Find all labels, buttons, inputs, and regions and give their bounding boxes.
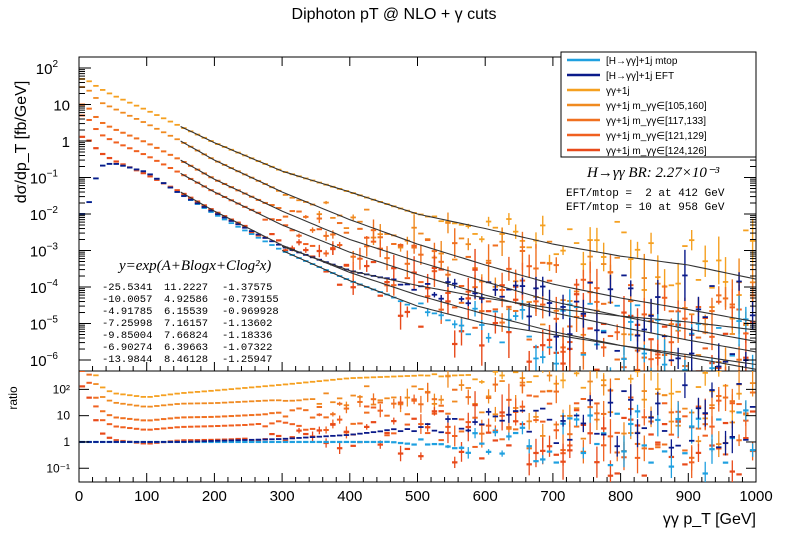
x-tick-label: 400 xyxy=(337,488,362,505)
fit-param-cell: -9.85004 xyxy=(102,330,152,342)
ratio-plot-area xyxy=(79,371,756,482)
x-tick-label: 300 xyxy=(270,488,295,505)
fit-param-cell: 6.15539 xyxy=(164,306,208,318)
fit-curve xyxy=(180,172,756,353)
fit-param-cell: -6.90274 xyxy=(102,342,152,354)
fit-param-cell: -13.9844 xyxy=(102,354,152,366)
y-tick-label: 10−4 xyxy=(30,278,59,297)
ratio-series-5 xyxy=(79,371,756,479)
fit-param-cell: -7.25998 xyxy=(102,318,152,330)
fit-param-cell: 8.46128 xyxy=(164,354,208,366)
chart-title: Diphoton pT @ NLO + γ cuts xyxy=(292,6,497,23)
fit-formula: y=exp(A+Blogx+Clog²x) xyxy=(117,258,271,274)
fit-param-cell: 7.66824 xyxy=(164,330,208,342)
fit-param-cell: 4.92586 xyxy=(164,294,208,306)
fit-curve xyxy=(281,245,756,331)
y-tick-label: 10−5 xyxy=(30,315,59,334)
fit-param-cell: -1.37575 xyxy=(222,282,272,294)
ratio-tick-label: 10 xyxy=(57,409,71,423)
fit-param-cell: -1.18336 xyxy=(222,330,272,342)
y-tick-label: 1 xyxy=(62,134,70,151)
y-tick-label: 10 xyxy=(53,97,70,114)
legend: [H→γγ]+1j mtop [H→γγ]+1j EFT γγ+1j γγ+1j m_… xyxy=(560,51,757,158)
fit-param-cell: -1.25947 xyxy=(222,354,272,366)
y-axis-title: dσ/dp_T [fb/GeV] xyxy=(13,81,30,204)
x-tick-label: 700 xyxy=(540,488,565,505)
ratio-series-1 xyxy=(79,372,756,457)
fit-param-cell: 7.16157 xyxy=(164,318,208,330)
legend-label: γγ+1j m_γγ∈[124,126] xyxy=(606,146,707,157)
fit-param-cell: -4.91785 xyxy=(102,306,152,318)
y-tick-label: 102 xyxy=(36,59,59,78)
fit-parameter-table: -25.5341 11.2227 -1.37575 -10.0057 4.92586 -0… xyxy=(102,282,279,366)
ratio-series-4 xyxy=(86,373,756,471)
fit-param-cell: 11.2227 xyxy=(164,282,208,294)
legend-label: γγ+1j xyxy=(606,86,630,97)
fit-curve xyxy=(281,249,756,366)
x-tick-label: 1000 xyxy=(739,488,772,505)
fit-param-cell: -25.5341 xyxy=(102,282,152,294)
ratio-tick-label: 1 xyxy=(63,435,70,449)
ratio-panel: 10² 10 1 10⁻¹ xyxy=(46,370,757,483)
y-tick-label: 10−3 xyxy=(30,242,59,261)
main-panel: 102 10 110−1 10−2 10−3 10−4 10−5 10−6 xyxy=(30,56,757,372)
ratio-plot-frame xyxy=(78,370,757,483)
x-tick-label: 600 xyxy=(473,488,498,505)
ratio-series-0 xyxy=(79,400,756,482)
y-tick-label: 10−1 xyxy=(30,168,59,187)
x-tick-label: 800 xyxy=(608,488,633,505)
fit-curve xyxy=(180,140,756,323)
legend-label: [H→γγ]+1j EFT xyxy=(606,71,674,82)
x-tick-label: 200 xyxy=(202,488,227,505)
fit-param-cell: -1.07322 xyxy=(222,342,272,354)
ratio-tick-label: 10² xyxy=(53,382,70,396)
fit-curve xyxy=(180,159,756,342)
x-tick-label: 500 xyxy=(405,488,430,505)
fit-param-cell: -0.969928 xyxy=(222,306,279,318)
x-tick-label: 100 xyxy=(134,488,159,505)
y-axis: 102 10 110−1 10−2 10−3 10−4 10−5 10−6 xyxy=(30,59,756,370)
legend-label: [H→γγ]+1j mtop xyxy=(606,56,678,67)
fit-param-cell: -1.13602 xyxy=(222,318,272,330)
x-axis: 0 100 200 300 400 500 600 700 800 900 1000 xyxy=(75,57,773,505)
ratio-tick-label: 10⁻¹ xyxy=(46,461,70,475)
fit-param-cell: -0.739155 xyxy=(222,294,279,306)
fit-param-cell: -10.0057 xyxy=(102,294,152,306)
y-tick-label: 10−6 xyxy=(30,351,59,370)
x-tick-label: 900 xyxy=(676,488,701,505)
x-tick-label: 0 xyxy=(75,488,83,505)
ratio-series-2 xyxy=(93,371,742,429)
main-plot-area xyxy=(79,78,756,371)
eft-note-1: EFT/mtop = 2 at 412 GeV xyxy=(566,188,725,200)
legend-label: γγ+1j m_γγ∈[121,129] xyxy=(606,131,707,142)
br-label: H→γγ BR: 2.27×10⁻³ xyxy=(586,165,720,181)
legend-label: γγ+1j m_γγ∈[117,133] xyxy=(606,116,706,127)
ratio-axis-title: ratio xyxy=(6,386,20,410)
y-tick-label: 10−2 xyxy=(30,205,59,224)
x-axis-title: γγ p_T [GeV] xyxy=(663,511,756,528)
fit-curve xyxy=(180,191,756,370)
ratio-y-axis: 10² 10 1 10⁻¹ xyxy=(46,382,756,475)
eft-note-2: EFT/mtop = 10 at 958 GeV xyxy=(566,202,725,214)
fit-curve xyxy=(180,126,756,280)
fit-param-cell: 6.39663 xyxy=(164,342,208,354)
legend-label: γγ+1j m_γγ∈[105,160] xyxy=(606,101,707,112)
